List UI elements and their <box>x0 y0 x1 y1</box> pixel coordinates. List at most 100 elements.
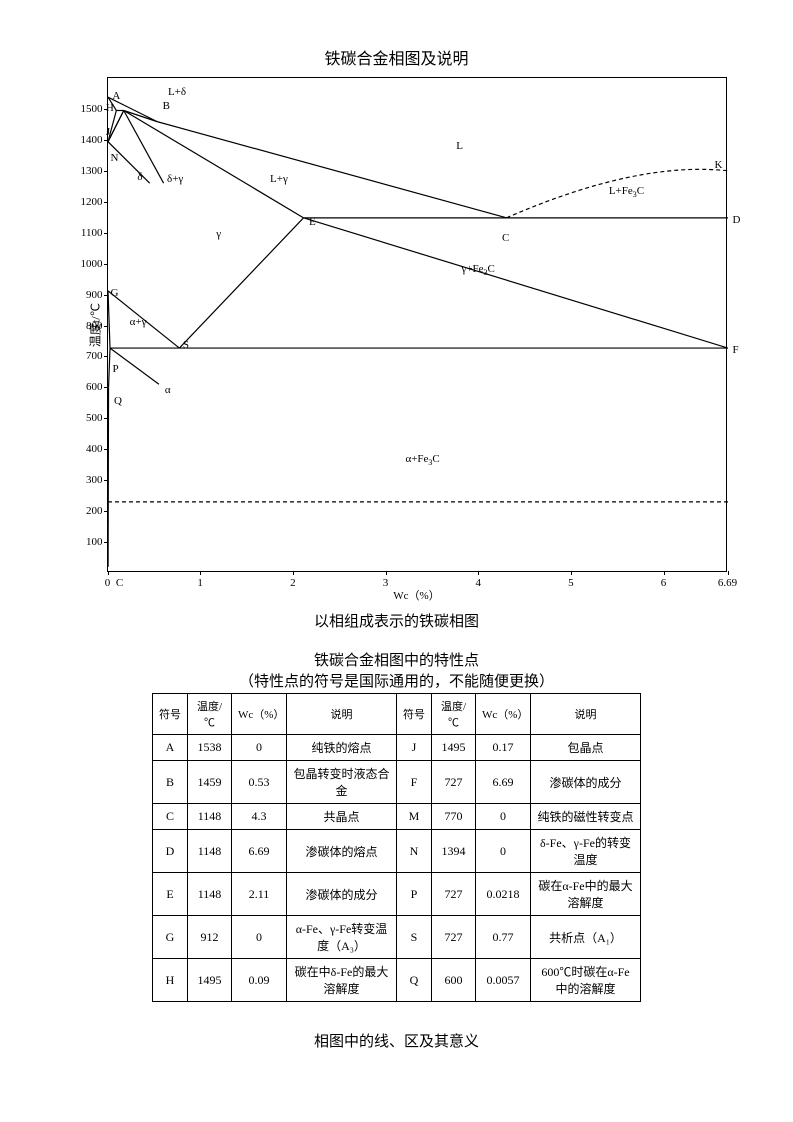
x-tick-mark <box>728 571 729 575</box>
x-tick-label: 6.69 <box>718 577 737 589</box>
table-row: C11484.3共晶点M7700纯铁的磁性转变点 <box>153 804 641 830</box>
table-header: 说明 <box>287 694 397 735</box>
table-row: D11486.69渗碳体的熔点N13940δ-Fe、γ-Fe的转变温度 <box>153 830 641 873</box>
y-tick-label: 1100 <box>73 227 103 239</box>
phase-lines <box>108 78 728 573</box>
table-cell: 碳在中δ-Fe的最大溶解度 <box>287 959 397 1002</box>
table-cell: 727 <box>432 761 476 804</box>
point-label-E: E <box>309 216 316 228</box>
table-cell: 1148 <box>188 804 232 830</box>
point-label-G: G <box>111 287 119 299</box>
table-cell: 0.53 <box>232 761 287 804</box>
region-label: δ <box>137 171 142 183</box>
table-cell: 渗碳体的成分 <box>531 761 641 804</box>
x-tick-label: 4 <box>475 577 481 589</box>
point-label-P: P <box>113 363 119 375</box>
y-tick-label: 700 <box>73 350 103 362</box>
y-tick-label: 300 <box>73 474 103 486</box>
table-cell: 共析点（A₁） <box>531 916 641 959</box>
table-cell: 727 <box>432 916 476 959</box>
table-cell: 1394 <box>432 830 476 873</box>
table-cell: 6.69 <box>232 830 287 873</box>
table-header: 温度/℃ <box>432 694 476 735</box>
region-label: α <box>165 384 171 396</box>
x-origin-C-label: C <box>116 577 123 589</box>
region-label: L+γ <box>270 173 288 185</box>
table-title: 铁碳合金相图中的特性点 <box>0 649 793 670</box>
y-tick-label: 1300 <box>73 165 103 177</box>
table-header: Wc（%） <box>476 694 531 735</box>
table-cell: 770 <box>432 804 476 830</box>
table-header: 符号 <box>397 694 432 735</box>
y-tick-label: 1500 <box>73 103 103 115</box>
y-tick-label: 400 <box>73 443 103 455</box>
table-cell: 600 <box>432 959 476 1002</box>
table-cell: 0 <box>232 916 287 959</box>
x-tick-label: 5 <box>568 577 574 589</box>
point-label-A: A <box>112 90 120 102</box>
section-lines-title: 相图中的线、区及其意义 <box>0 1030 793 1051</box>
table-cell: P <box>397 873 432 916</box>
y-tick-label: 1200 <box>73 196 103 208</box>
table-cell: 0 <box>476 804 531 830</box>
region-label: α+Fe3C <box>405 453 439 467</box>
table-header: 符号 <box>153 694 188 735</box>
table-cell: S <box>397 916 432 959</box>
table-cell: B <box>153 761 188 804</box>
table-cell: J <box>397 735 432 761</box>
point-label-C: C <box>502 232 509 244</box>
region-label: L+δ <box>168 86 186 98</box>
point-label-B: B <box>163 100 170 112</box>
table-cell: 6.69 <box>476 761 531 804</box>
main-title: 铁碳合金相图及说明 <box>0 45 793 69</box>
table-subtitle: （特性点的符号是国际通用的，不能随便更换） <box>0 670 793 691</box>
table-cell: 纯铁的磁性转变点 <box>531 804 641 830</box>
table-cell: 渗碳体的熔点 <box>287 830 397 873</box>
table-row: E11482.11渗碳体的成分P7270.0218碳在α-Fe中的最大溶解度 <box>153 873 641 916</box>
table-cell: 共晶点 <box>287 804 397 830</box>
table-cell: E <box>153 873 188 916</box>
table-cell: 包晶转变时液态合金 <box>287 761 397 804</box>
point-label-J: J <box>106 126 110 138</box>
table-cell: 727 <box>432 873 476 916</box>
point-label-H: H <box>106 102 114 114</box>
chart-subtitle: 以相组成表示的铁碳相图 <box>0 610 793 631</box>
table-header: 温度/℃ <box>188 694 232 735</box>
x-tick-label: 0 <box>105 577 111 589</box>
point-label-F: F <box>733 344 739 356</box>
table-row: B14590.53包晶转变时液态合金F7276.69渗碳体的成分 <box>153 761 641 804</box>
point-label-D: D <box>733 214 741 226</box>
point-label-S: S <box>183 339 189 351</box>
table-cell: 0.0057 <box>476 959 531 1002</box>
table-cell: 0 <box>476 830 531 873</box>
region-label: L+Fe3C <box>609 185 644 199</box>
x-axis-label: Wc（%） <box>393 587 439 603</box>
table-cell: 包晶点 <box>531 735 641 761</box>
region-label: L <box>456 140 463 152</box>
table-cell: H <box>153 959 188 1002</box>
table-cell: 1495 <box>432 735 476 761</box>
table-cell: 碳在α-Fe中的最大溶解度 <box>531 873 641 916</box>
table-cell: 1148 <box>188 830 232 873</box>
y-tick-label: 100 <box>73 536 103 548</box>
characteristic-points-table: 符号温度/℃Wc（%）说明符号温度/℃Wc（%）说明 A15380纯铁的熔点J1… <box>152 693 641 1002</box>
table-cell: N <box>397 830 432 873</box>
table-cell: 1538 <box>188 735 232 761</box>
x-tick-label: 6 <box>661 577 667 589</box>
table-cell: α-Fe、γ-Fe转变温度（A₃） <box>287 916 397 959</box>
y-tick-label: 500 <box>73 412 103 424</box>
table-cell: 0.77 <box>476 916 531 959</box>
point-label-N: N <box>111 152 119 164</box>
table-row: H14950.09碳在中δ-Fe的最大溶解度Q6000.0057600℃时碳在α… <box>153 959 641 1002</box>
table-cell: 600℃时碳在α-Fe中的溶解度 <box>531 959 641 1002</box>
table-cell: A <box>153 735 188 761</box>
table-cell: 0.0218 <box>476 873 531 916</box>
y-tick-label: 200 <box>73 505 103 517</box>
table-cell: F <box>397 761 432 804</box>
table-cell: 912 <box>188 916 232 959</box>
x-tick-label: 3 <box>383 577 389 589</box>
table-cell: 0.09 <box>232 959 287 1002</box>
table-cell: 渗碳体的成分 <box>287 873 397 916</box>
y-tick-label: 1400 <box>73 134 103 146</box>
table-cell: 1495 <box>188 959 232 1002</box>
